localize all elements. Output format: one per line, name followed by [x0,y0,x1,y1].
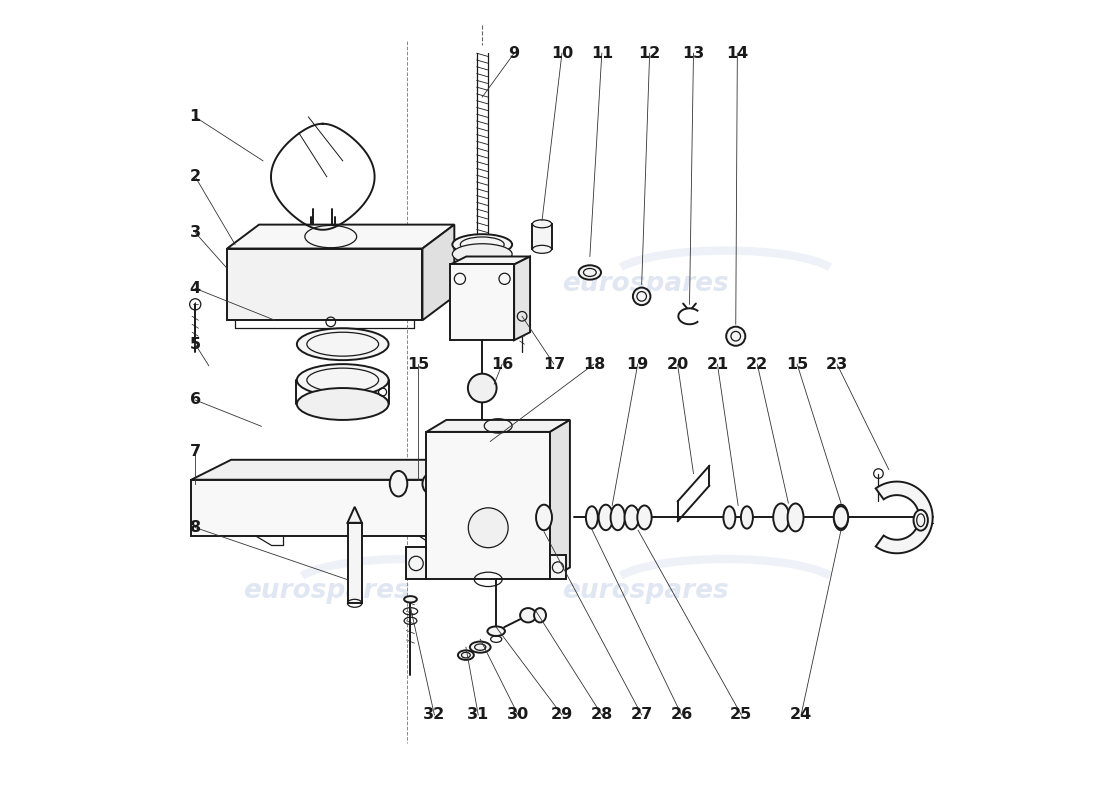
Text: eurospares: eurospares [562,578,729,604]
Polygon shape [422,225,454,320]
Ellipse shape [913,510,928,530]
Polygon shape [550,555,565,579]
Ellipse shape [625,506,639,530]
Ellipse shape [788,503,803,531]
Ellipse shape [520,608,536,622]
Ellipse shape [452,234,513,255]
Polygon shape [191,460,474,480]
Polygon shape [348,507,362,522]
Text: 15: 15 [407,357,430,372]
Ellipse shape [536,505,552,530]
Text: 28: 28 [591,707,613,722]
Ellipse shape [297,364,388,396]
Ellipse shape [404,596,417,602]
Text: 22: 22 [746,357,769,372]
Text: 15: 15 [786,357,808,372]
Polygon shape [450,257,530,265]
Ellipse shape [773,503,789,531]
Polygon shape [348,522,362,603]
Ellipse shape [389,471,407,497]
Text: 11: 11 [591,46,613,61]
Ellipse shape [532,220,551,228]
Ellipse shape [834,506,848,529]
Circle shape [469,508,508,548]
Text: 14: 14 [726,46,748,61]
Text: 3: 3 [189,225,201,240]
Text: 32: 32 [424,707,446,722]
Ellipse shape [458,650,474,660]
Polygon shape [227,225,454,249]
Bar [532,224,551,250]
Text: 27: 27 [630,707,652,722]
Ellipse shape [487,626,505,636]
Text: 21: 21 [706,357,728,372]
Polygon shape [430,454,546,515]
Text: eurospares: eurospares [243,271,410,298]
Polygon shape [427,420,570,432]
Text: 19: 19 [627,357,649,372]
Circle shape [726,326,746,346]
Circle shape [468,374,496,402]
Text: 17: 17 [543,357,565,372]
Ellipse shape [586,506,597,529]
Text: 9: 9 [508,46,519,61]
Ellipse shape [834,505,848,530]
Text: 30: 30 [507,707,529,722]
Polygon shape [450,265,514,340]
Polygon shape [407,547,427,579]
Text: eurospares: eurospares [562,271,729,298]
Text: 1: 1 [189,110,201,125]
Ellipse shape [297,328,388,360]
Text: 23: 23 [826,357,848,372]
Text: 13: 13 [682,46,705,61]
Text: 16: 16 [491,357,514,372]
Polygon shape [191,480,434,535]
Ellipse shape [598,505,613,530]
Ellipse shape [610,505,625,530]
Polygon shape [550,420,570,579]
Text: 29: 29 [551,707,573,722]
Text: 31: 31 [468,707,490,722]
Text: eurospares: eurospares [243,578,410,604]
Text: 4: 4 [189,281,201,296]
Polygon shape [876,482,933,554]
Polygon shape [434,460,474,535]
Polygon shape [427,432,550,579]
Ellipse shape [724,506,736,529]
Ellipse shape [741,506,752,529]
Text: 10: 10 [551,46,573,61]
Text: 25: 25 [730,707,752,722]
Text: 6: 6 [189,393,201,407]
Text: 26: 26 [670,707,693,722]
Ellipse shape [422,474,439,494]
Ellipse shape [297,388,388,420]
Ellipse shape [452,244,513,265]
Text: 2: 2 [189,170,201,184]
Text: 20: 20 [667,357,689,372]
Ellipse shape [532,246,551,254]
Circle shape [472,422,493,442]
Ellipse shape [535,608,546,622]
Text: 5: 5 [189,337,201,352]
Ellipse shape [637,506,651,530]
Text: 12: 12 [638,46,661,61]
Ellipse shape [579,266,601,280]
Text: 7: 7 [189,444,201,459]
Text: 18: 18 [583,357,605,372]
Ellipse shape [470,642,491,653]
Text: 24: 24 [790,707,812,722]
Polygon shape [514,257,530,340]
Text: 8: 8 [189,520,201,535]
Polygon shape [227,249,422,320]
Circle shape [632,287,650,305]
Circle shape [471,472,494,496]
